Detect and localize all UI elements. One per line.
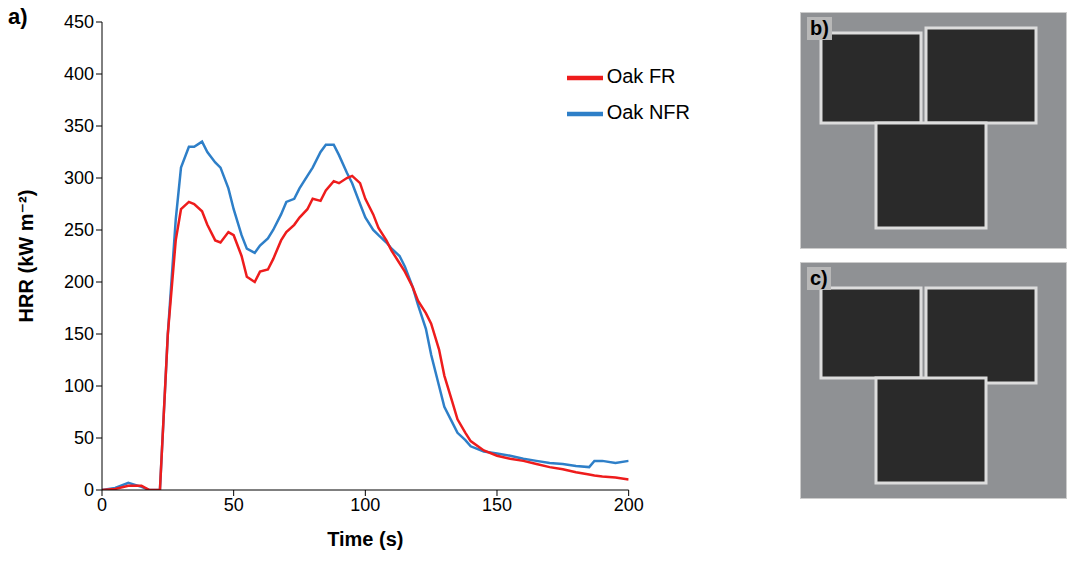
- svg-text:150: 150: [64, 324, 94, 344]
- svg-text:100: 100: [350, 495, 380, 515]
- svg-text:50: 50: [224, 495, 244, 515]
- svg-text:Time (s): Time (s): [327, 528, 403, 550]
- svg-text:250: 250: [64, 220, 94, 240]
- svg-text:350: 350: [64, 116, 94, 136]
- html-text:a): a): [8, 4, 28, 29]
- html-text:c): c): [810, 267, 828, 289]
- svg-text:100: 100: [64, 376, 94, 396]
- svg-text:0: 0: [97, 495, 107, 515]
- html-text:b): b): [810, 17, 829, 39]
- svg-text:0: 0: [84, 480, 94, 500]
- svg-text:HRR (kW m⁻²): HRR (kW m⁻²): [15, 190, 37, 323]
- svg-text:200: 200: [64, 272, 94, 292]
- html-text:Oak NFR: Oak NFR: [606, 101, 690, 124]
- svg-text:50: 50: [74, 428, 94, 448]
- svg-text:150: 150: [482, 495, 512, 515]
- html-text:Oak FR: Oak FR: [606, 65, 676, 88]
- svg-text:450: 450: [64, 12, 94, 32]
- svg-text:200: 200: [614, 495, 644, 515]
- svg-text:400: 400: [64, 64, 94, 84]
- svg-text:300: 300: [64, 168, 94, 188]
